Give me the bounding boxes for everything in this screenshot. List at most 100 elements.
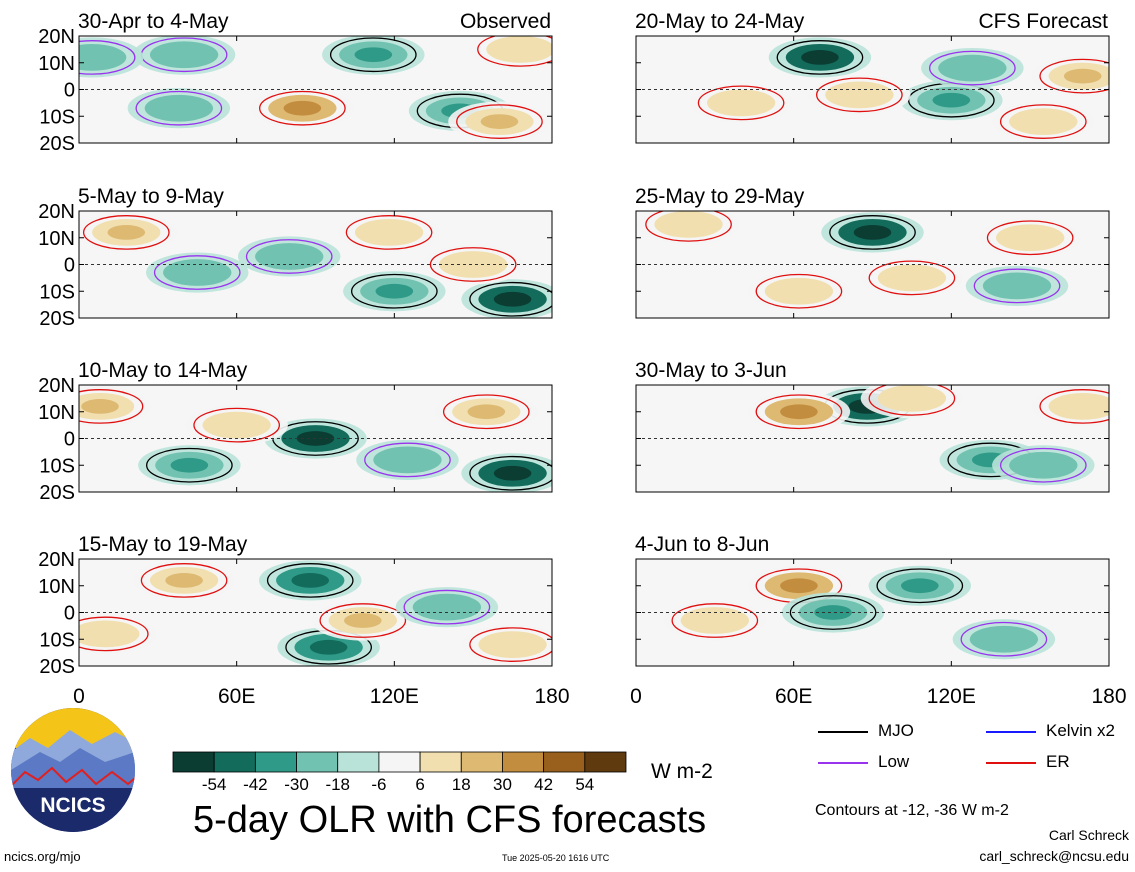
author-name: Carl Schreck: [1048, 827, 1129, 843]
contour-line: [79, 389, 144, 424]
anomaly-core: [780, 283, 818, 299]
y-tick-label: 10S: [39, 281, 75, 303]
anomaly-core: [165, 47, 203, 63]
y-tick-label: 20N: [38, 549, 75, 571]
anomaly-core: [370, 225, 408, 240]
contour-line: [193, 407, 281, 443]
contour-line: [986, 220, 1074, 256]
x-tick-label: 120E: [370, 685, 419, 708]
colorbar-swatch: [337, 751, 380, 773]
colorbar-tick-label: -18: [325, 775, 350, 794]
contour-line: [469, 281, 552, 317]
anomaly-core: [217, 417, 256, 433]
colorbar-tick-label: -30: [284, 775, 309, 794]
contour-line: [364, 442, 451, 478]
y-tick-label: 10N: [38, 576, 75, 598]
website-link[interactable]: ncics.org/mjo: [4, 849, 81, 864]
contour-line: [245, 239, 333, 274]
anomaly-core: [480, 114, 519, 129]
colorbar-tick-label: -54: [202, 775, 227, 794]
contour-line: [259, 90, 346, 126]
x-tick-label: 0: [73, 685, 85, 708]
anomaly-core: [722, 95, 760, 111]
author-email[interactable]: carl_schreck@ncsu.edu: [979, 848, 1129, 864]
contour-line: [469, 455, 552, 491]
colorbar: -54 -42 -30 -18 -6 6 18 30 42 54: [172, 751, 627, 794]
anomaly-core: [344, 613, 382, 628]
legend-label-mjo: MJO: [878, 721, 914, 740]
contour-line: [816, 77, 903, 113]
anomaly-core: [1024, 457, 1063, 473]
anomaly-core: [669, 217, 708, 232]
anomaly-core: [893, 270, 931, 286]
x-tick-label: 180: [534, 685, 569, 708]
anomaly-core: [780, 404, 818, 420]
anomaly-core: [501, 42, 540, 57]
anomaly-core: [165, 573, 203, 588]
contour-line: [697, 85, 785, 121]
anomaly-core: [932, 92, 971, 108]
logo-text: NCICS: [40, 794, 105, 817]
y-tick-label: 20S: [39, 656, 75, 678]
y-tick-label: 10S: [39, 106, 75, 128]
panel-title: 30-Apr to 4-May: [78, 10, 229, 33]
contour-line: [973, 268, 1061, 304]
panel-column-label: CFS Forecast: [978, 10, 1108, 33]
y-tick-label: 10N: [38, 53, 75, 75]
contour-line: [153, 255, 241, 290]
anomaly-core: [388, 452, 427, 468]
y-tick-label: 0: [64, 255, 75, 277]
anomaly-core: [467, 404, 506, 420]
anomaly-core: [1063, 68, 1102, 84]
anomaly-core: [840, 87, 879, 103]
contour-line: [345, 215, 433, 250]
contour-line: [135, 90, 223, 126]
colorbar-tick-label: 42: [534, 775, 553, 794]
anomaly-core: [81, 399, 119, 414]
x-tick-label: 120E: [927, 685, 976, 708]
anomaly-core: [79, 50, 111, 65]
contour-line: [671, 603, 759, 638]
panel-column-label: Observed: [460, 10, 551, 33]
panel-title: 5-May to 9-May: [78, 185, 224, 208]
panel-title: 4-Jun to 8-Jun: [635, 533, 769, 556]
contour-line: [868, 385, 956, 416]
anomaly-core: [853, 225, 892, 240]
map-panel: 30-May to 3-Jun: [635, 359, 1110, 493]
y-tick-label: 10S: [39, 629, 75, 651]
anomaly-core: [375, 283, 414, 299]
anomaly-core: [270, 249, 309, 264]
anomaly-core: [107, 225, 146, 240]
contour-line: [469, 627, 552, 662]
panel-title: 20-May to 24-May: [635, 10, 805, 33]
contour-line: [140, 563, 228, 598]
y-tick-label: 0: [64, 80, 75, 102]
contour-line: [929, 50, 1016, 86]
x-tick-label: 60E: [218, 685, 255, 708]
legend-label-er: ER: [1046, 752, 1070, 771]
colorbar-swatch: [543, 751, 586, 773]
contour-line: [146, 447, 233, 483]
anomaly-core: [160, 100, 198, 116]
y-tick-label: 0: [64, 603, 75, 625]
panels-group: 30-Apr to 4-May Observed 20N 10N 0 10S 20S 5-Ma…: [38, 10, 1126, 708]
y-tick-label: 20N: [38, 201, 75, 223]
y-tick-label: 10S: [39, 455, 75, 477]
colorbar-swatch: [584, 751, 627, 773]
contour-line: [1039, 389, 1109, 424]
contour-line: [999, 447, 1087, 483]
anomaly-core: [696, 613, 734, 628]
anomaly-core: [291, 573, 330, 588]
anomaly-core: [493, 291, 532, 307]
panel-title: 30-May to 3-Jun: [635, 359, 787, 382]
legend-lines: [818, 731, 1036, 764]
contour-line: [829, 215, 916, 250]
y-tick-label: 10N: [38, 228, 75, 250]
contour-line: [319, 603, 407, 638]
colorbar-swatch: [254, 751, 297, 773]
y-tick-label: 10N: [38, 402, 75, 424]
